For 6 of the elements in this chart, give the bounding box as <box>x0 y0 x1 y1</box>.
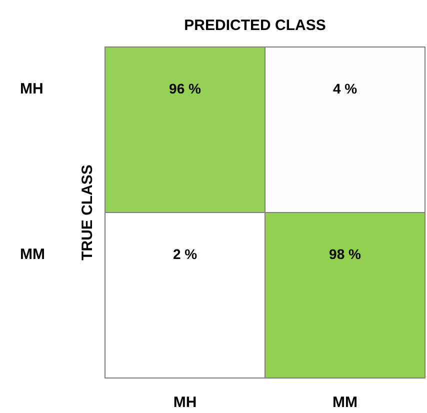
data-label: 4 % <box>332 80 358 96</box>
data-label: 98 % <box>329 246 362 262</box>
data-label: 96 % <box>169 80 202 96</box>
text: PREDICTED CLASS <box>184 16 326 34</box>
y-axis-title: TRUE CLASS <box>78 164 96 260</box>
data-label: 2 % <box>172 246 198 262</box>
